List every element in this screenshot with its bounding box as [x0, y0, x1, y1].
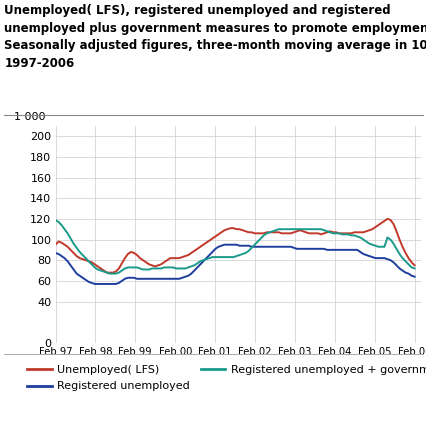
Text: 1 000: 1 000 — [14, 112, 45, 122]
Legend: Unemployed( LFS), Registered unemployed, Registered unemployed + government meas: Unemployed( LFS), Registered unemployed,… — [23, 361, 426, 396]
Text: Unemployed( LFS), registered unemployed and registered
unemployed plus governmen: Unemployed( LFS), registered unemployed … — [4, 4, 426, 70]
